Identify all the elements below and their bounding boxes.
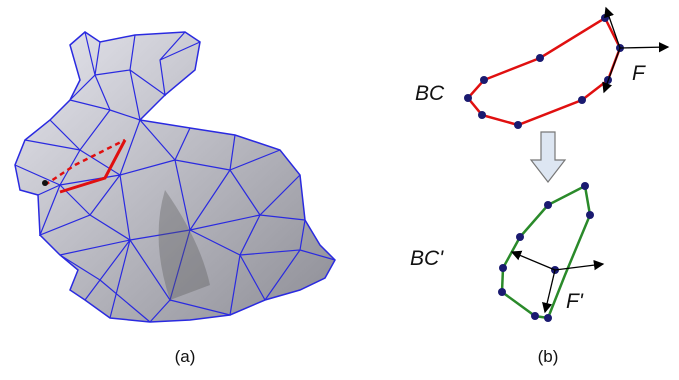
label-f-prime: F': [566, 290, 584, 313]
bunny-mesh: [15, 32, 335, 322]
caption-b: (b): [538, 347, 559, 366]
label-f: F: [632, 62, 646, 85]
label-bc-prime: BC': [410, 247, 444, 270]
caption-a: (a): [175, 347, 196, 366]
down-arrow: [531, 132, 565, 182]
figure: (a) BC F BC' F' (b): [0, 0, 679, 380]
deformed-curve: [498, 182, 603, 322]
label-bc: BC: [415, 82, 445, 105]
